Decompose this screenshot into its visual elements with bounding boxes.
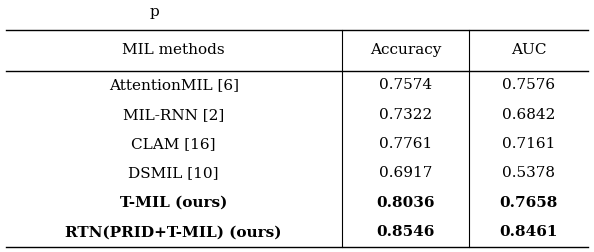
Text: p: p — [150, 5, 159, 19]
Text: 0.6842: 0.6842 — [502, 108, 555, 122]
Text: 0.7658: 0.7658 — [500, 196, 558, 210]
Text: 0.7761: 0.7761 — [379, 137, 432, 151]
Text: MIL-RNN [2]: MIL-RNN [2] — [123, 108, 225, 122]
Text: 0.6917: 0.6917 — [379, 167, 432, 180]
Text: RTN(PRID+T-MIL) (ours): RTN(PRID+T-MIL) (ours) — [65, 225, 282, 239]
Text: Accuracy: Accuracy — [369, 43, 441, 57]
Text: AUC: AUC — [511, 43, 546, 57]
Text: MIL methods: MIL methods — [122, 43, 225, 57]
Text: 0.7322: 0.7322 — [379, 108, 432, 122]
Text: DSMIL [10]: DSMIL [10] — [128, 167, 219, 180]
Text: CLAM [16]: CLAM [16] — [131, 137, 216, 151]
Text: 0.7161: 0.7161 — [502, 137, 555, 151]
Text: 0.7576: 0.7576 — [502, 78, 555, 92]
Text: AttentionMIL [6]: AttentionMIL [6] — [109, 78, 239, 92]
Text: 0.7574: 0.7574 — [379, 78, 432, 92]
Text: 0.8036: 0.8036 — [376, 196, 435, 210]
Text: 0.8546: 0.8546 — [376, 225, 435, 239]
Text: 0.5378: 0.5378 — [502, 167, 555, 180]
Text: T-MIL (ours): T-MIL (ours) — [120, 196, 228, 210]
Text: 0.8461: 0.8461 — [500, 225, 558, 239]
